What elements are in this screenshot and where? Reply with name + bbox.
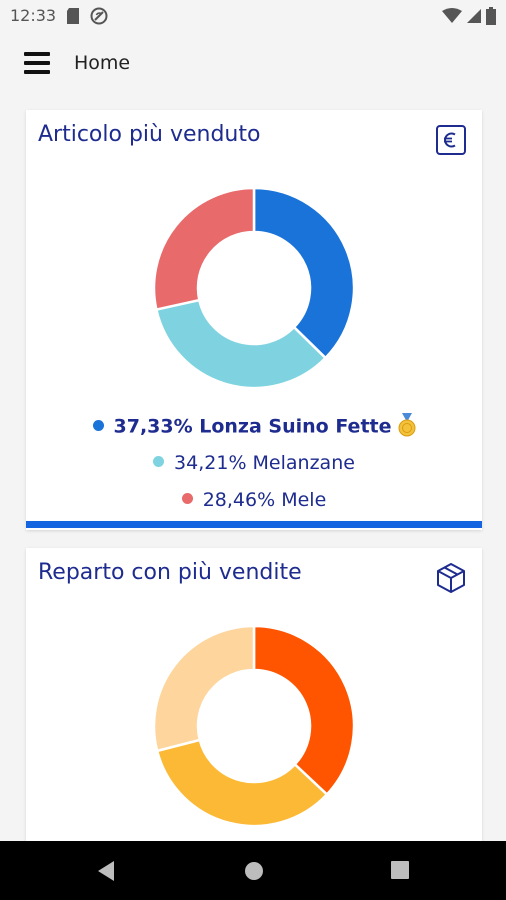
page-title: Home (74, 52, 131, 74)
donut-chart (152, 624, 356, 828)
donut-slice-2[interactable] (155, 738, 329, 828)
sd-card-icon (67, 8, 79, 24)
legend-item-3: 28,46% Mele (26, 489, 482, 511)
medal-icon (398, 413, 415, 437)
top-item-card[interactable]: Articolo più venduto 37,33% Lonza Suino … (26, 110, 482, 530)
box-icon[interactable] (435, 562, 467, 594)
legend-item-1: 37,33% Lonza Suino Fette (26, 413, 482, 439)
card-title: Articolo più venduto (38, 122, 261, 147)
no-disturb-icon (90, 7, 108, 25)
battery-icon (486, 7, 496, 25)
donut-slice-1[interactable] (252, 186, 356, 360)
donut-slice-1[interactable] (252, 624, 356, 797)
card-accent-bar (26, 521, 482, 528)
wifi-icon (442, 8, 462, 23)
system-nav-bar (0, 841, 506, 900)
status-left-icons (66, 7, 108, 25)
app-bar: Home (0, 32, 506, 96)
legend-dot (181, 493, 193, 504)
status-bar: 12:33 (0, 0, 506, 32)
legend-item-2: 34,21% Melanzane (26, 452, 482, 474)
euro-icon[interactable] (435, 124, 467, 156)
card-title: Reparto con più vendite (38, 560, 302, 585)
legend-dot (92, 419, 104, 431)
top-department-card[interactable]: Reparto con più vendite (26, 548, 482, 868)
donut-slice-3[interactable] (152, 186, 256, 312)
status-time: 12:33 (10, 6, 57, 25)
legend-dot (153, 456, 165, 467)
donut-slice-2[interactable] (154, 298, 328, 390)
recents-icon[interactable] (390, 860, 410, 880)
status-right-icons (442, 7, 496, 25)
home-icon[interactable] (243, 860, 265, 882)
signal-icon (467, 9, 481, 23)
donut-chart (152, 186, 356, 390)
back-icon[interactable] (96, 860, 116, 882)
legend-label: 28,46% Mele (202, 489, 327, 511)
legend-label: 37,33% Lonza Suino Fette (113, 415, 392, 438)
donut-slice-3[interactable] (152, 624, 256, 753)
legend-label: 34,21% Melanzane (174, 452, 355, 474)
hamburger-menu-icon[interactable] (24, 52, 52, 76)
